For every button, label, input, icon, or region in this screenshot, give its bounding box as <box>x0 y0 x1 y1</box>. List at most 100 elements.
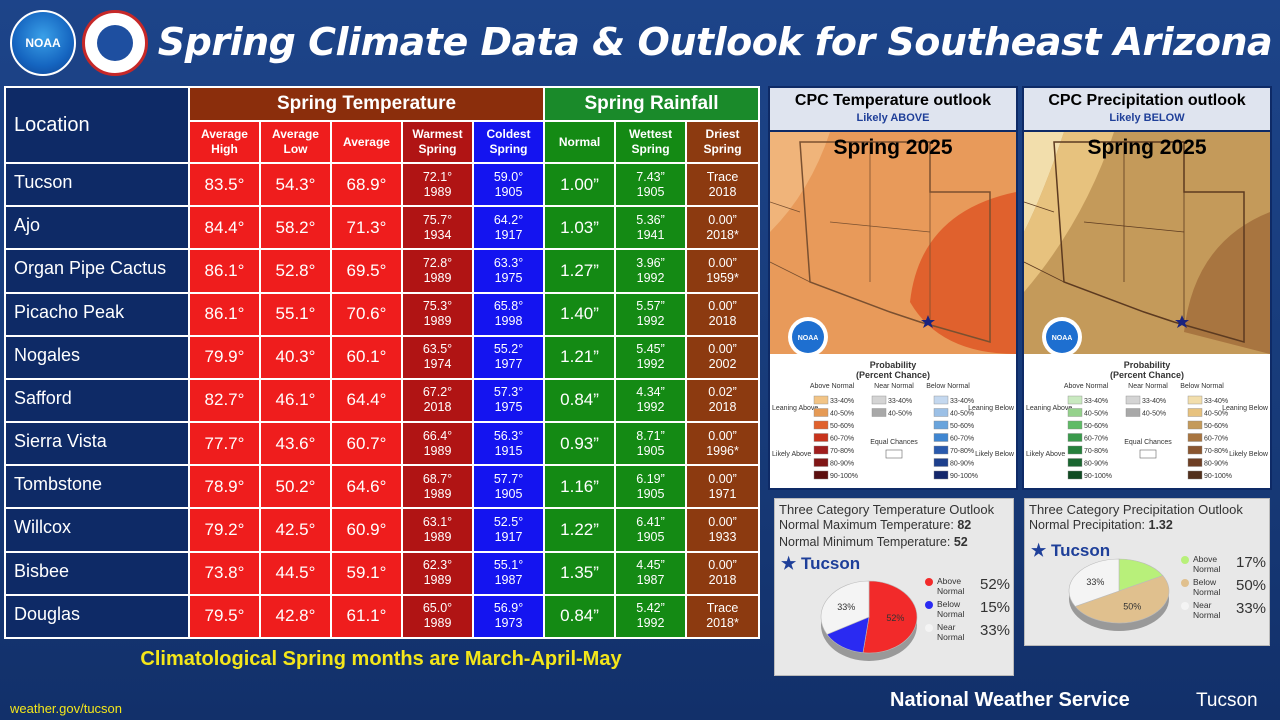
avg-low-cell-value: 44.5° <box>275 563 316 583</box>
coldest-cell: 55.2° 1977 <box>471 334 546 380</box>
wettest-cell-value: 7.43” <box>636 169 665 184</box>
temp-pie-title: Three Category Temperature Outlook <box>779 502 995 517</box>
driest-cell-year: 2002 <box>708 357 737 372</box>
location-cell-value: Bisbee <box>14 560 70 581</box>
legend-range: 40-50% <box>888 411 912 418</box>
col-avg-high: Average High <box>188 120 261 164</box>
col-avg-low: Average Low <box>259 120 332 164</box>
legend-range: 40-50% <box>1084 411 1108 418</box>
normal-rain-cell: 1.27” <box>543 248 617 294</box>
location-cell-value: Safford <box>14 387 72 408</box>
avg-high-cell-value: 77.7° <box>204 433 245 453</box>
avg-high-cell: 79.2° <box>188 507 261 553</box>
legend-swatch <box>1067 445 1083 455</box>
avg-high-cell: 84.4° <box>188 205 261 251</box>
location-cell: Picacho Peak <box>4 291 190 337</box>
average-cell-value: 69.5° <box>346 260 387 280</box>
location-header: Location <box>4 86 190 164</box>
location-cell-value: Sierra Vista <box>14 431 107 452</box>
avg-high-cell-value: 79.2° <box>204 519 245 539</box>
coldest-cell: 56.9° 1973 <box>471 593 546 640</box>
warmest-cell-value: 68.7° <box>422 471 453 486</box>
coldest-cell-year: 1973 <box>494 616 523 631</box>
location-cell-value: Willcox <box>14 517 71 538</box>
pie-legend-dot <box>1181 602 1189 610</box>
legend-swatch <box>1067 470 1083 480</box>
warmest-cell-year: 1989 <box>423 270 452 285</box>
legend-range: 33-40% <box>1142 398 1166 405</box>
warmest-cell-year: 1989 <box>423 529 452 544</box>
svg-text:NOAA: NOAA <box>1052 335 1073 342</box>
precip-season-label: Spring 2025 <box>1087 136 1207 159</box>
warmest-cell-value: 66.4° <box>422 428 453 443</box>
average-cell-value: 70.6° <box>346 304 387 324</box>
legend-above-normal: Above Normal <box>810 383 855 390</box>
location-cell: Nogales <box>4 334 190 380</box>
legend-above-normal: Above Normal <box>1064 383 1109 390</box>
legend-swatch <box>1125 395 1141 405</box>
wettest-cell-year: 1905 <box>636 443 665 458</box>
legend-swatch <box>1187 470 1203 480</box>
avg-high-cell: 77.7° <box>188 421 261 467</box>
location-cell: Douglas <box>4 593 190 640</box>
website-link[interactable]: weather.gov/tucson <box>10 701 123 716</box>
season-note: Climatological Spring months are March-A… <box>140 648 622 670</box>
wettest-cell-value: 6.41” <box>636 514 665 529</box>
temp-pie-chart: 52% 33% <box>820 580 918 661</box>
avg-low-cell-value: 50.2° <box>275 476 316 496</box>
driest-cell: 0.00” 2018* <box>685 205 761 251</box>
normal-rain-cell-value: 0.84” <box>560 606 599 626</box>
location-cell-value: Douglas <box>14 603 81 624</box>
normal-rain-cell: 0.84” <box>543 593 617 640</box>
precip-outlook-subtitle: Likely BELOW <box>1109 112 1185 124</box>
legend-range: 50-60% <box>950 423 974 430</box>
wettest-cell-year: 1987 <box>636 573 665 588</box>
location-cell: Organ Pipe Cactus <box>4 248 190 294</box>
driest-cell-value: Trace <box>706 601 739 616</box>
avg-high-cell-value: 82.7° <box>204 390 245 410</box>
avg-low-cell: 46.1° <box>259 377 332 424</box>
legend-swatch <box>1125 408 1141 417</box>
average-cell: 71.3° <box>330 205 403 251</box>
normal-max-temp: Normal Maximum Temperature: 82 <box>779 518 972 532</box>
avg-low-cell: 43.6° <box>259 421 332 467</box>
pie-slice <box>1068 558 1120 607</box>
normal-rain-cell: 1.16” <box>543 464 617 510</box>
legend-subtitle: (Percent Chance) <box>1110 370 1184 380</box>
driest-cell-value: 0.00” <box>708 428 737 443</box>
average-cell: 61.1° <box>330 593 403 640</box>
legend-range: 40-50% <box>1142 411 1166 418</box>
coldest-cell-value: 56.3° <box>493 428 524 443</box>
legend-range: 80-90% <box>1204 461 1228 468</box>
pie-legend-pct: 15% <box>980 599 1011 616</box>
warmest-cell: 63.1° 1989 <box>401 507 474 553</box>
normal-rain-cell: 0.84” <box>543 377 617 424</box>
temp-outlook-subtitle: Likely ABOVE <box>856 112 930 124</box>
legend-swatch <box>1187 420 1203 430</box>
driest-cell-value: Trace <box>706 169 739 184</box>
coldest-cell: 52.5° 1917 <box>471 507 546 553</box>
legend-range: 80-90% <box>830 461 854 468</box>
normal-rain-cell-value: 1.27” <box>560 260 599 280</box>
temp-three-category-box: Three Category Temperature Outlook Norma… <box>774 498 1014 676</box>
avg-low-cell: 50.2° <box>259 464 332 510</box>
driest-cell-year: 2018* <box>706 227 739 242</box>
svg-text:NOAA: NOAA <box>798 335 819 342</box>
coldest-cell: 56.3° 1915 <box>471 421 546 467</box>
average-cell-value: 61.1° <box>346 606 387 626</box>
location-cell: Tombstone <box>4 464 190 510</box>
legend-swatch <box>933 395 949 405</box>
driest-cell: 0.00” 1971 <box>685 464 761 510</box>
table-row: Nogales 79.9° 40.3° 60.1° 63.5° 1974 55.2° 1977… <box>4 334 761 380</box>
coldest-cell-value: 64.2° <box>493 212 524 227</box>
legend-swatch <box>1187 408 1203 417</box>
pie-slice-label: 33% <box>837 602 855 612</box>
wettest-cell-value: 6.19” <box>636 471 665 486</box>
legend-swatch <box>1067 458 1083 467</box>
legend-range: 40-50% <box>950 411 974 418</box>
legend-range: 33-40% <box>830 398 854 405</box>
wettest-cell-year: 1992 <box>636 400 665 415</box>
driest-cell: 0.00” 1933 <box>685 507 761 553</box>
wettest-cell: 4.45” 1987 <box>614 550 688 596</box>
legend-range: 50-60% <box>1204 423 1228 430</box>
